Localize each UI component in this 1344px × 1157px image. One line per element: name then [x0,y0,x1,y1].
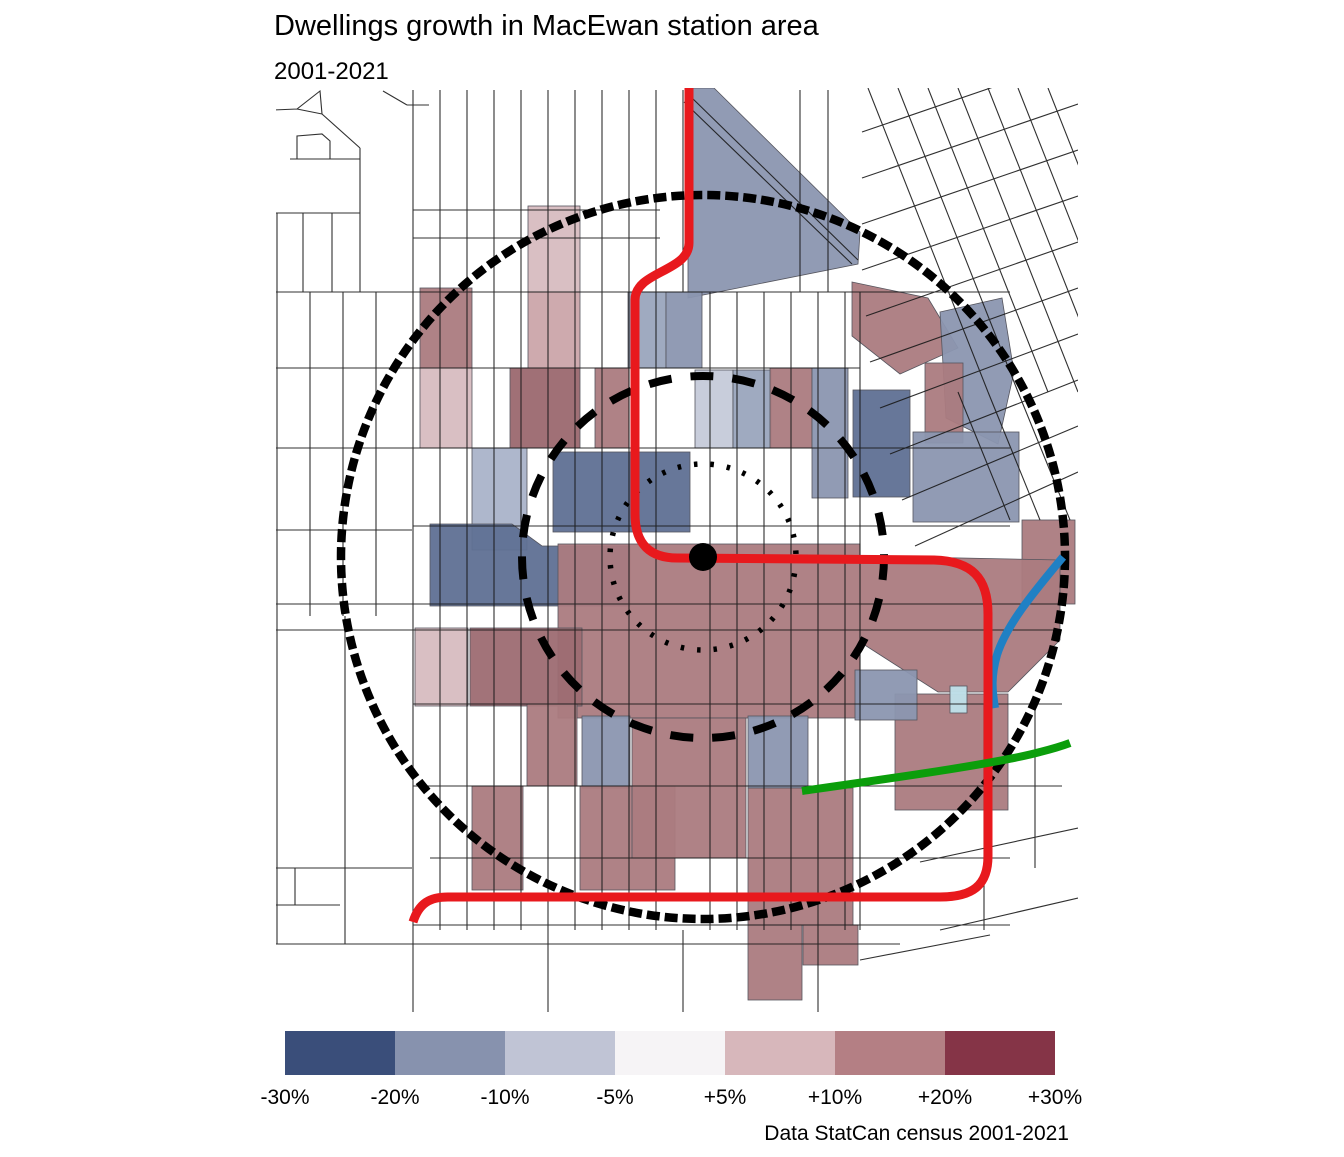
street-line [689,95,859,261]
street-line [987,391,1041,521]
legend-swatch [615,1031,725,1075]
census-block [852,389,911,498]
street-line [865,241,1078,317]
census-block [419,287,473,369]
legend-colorbar [285,1031,1055,1075]
street-line [939,897,1078,931]
legend-swatch [395,1031,505,1075]
census-block [854,669,918,721]
legend-tick-label: +20% [917,1086,973,1109]
legend-swatch [945,1031,1055,1075]
legend-tick-label: -30% [260,1086,310,1109]
census-block [912,431,1020,523]
census-block [665,291,703,369]
street-line [296,133,331,159]
legend-tick-label: -20% [370,1086,420,1109]
street-line [919,827,1078,863]
street-line [1047,88,1078,166]
census-block [509,367,581,449]
legend-tick-label: +5% [703,1086,747,1109]
route-green [801,739,1072,795]
street-line [276,89,323,115]
street-line [957,391,1011,521]
census-block [747,924,803,1001]
street-line [927,88,1049,393]
census-block [594,367,630,449]
legend-tick-label: +10% [807,1086,863,1109]
census-block [949,685,968,714]
walkshed-ring-outer [336,190,1070,924]
street-line [879,333,1078,409]
street-line [987,88,1078,318]
data-source-caption: Data StatCan census 2001-2021 [764,1122,1069,1145]
street-line [861,88,993,133]
route-blue [988,554,1067,709]
legend-tick-labels: -30% -20% -10% -5% +5% +10% +20% +30% [0,1086,1344,1114]
legend-swatch [835,1031,945,1075]
legend-swatch [285,1031,395,1075]
street-line [861,195,1078,271]
legend-swatch [505,1031,615,1075]
street-line [861,103,1078,179]
census-block [924,362,964,444]
census-block [526,703,578,787]
legend-swatch [725,1031,835,1075]
street-line [869,287,1078,363]
census-block [552,451,691,533]
street-line [1017,88,1078,242]
census-block [802,924,859,966]
station-marker [689,543,717,571]
page-title: Dwellings growth in MacEwan station area [274,10,819,42]
street-line [889,379,1078,455]
legend-tick-label: -10% [480,1086,530,1109]
census-block [581,715,631,789]
census-block [687,88,861,299]
census-block [414,627,469,707]
census-block [469,627,583,707]
census-block [694,369,734,449]
lrt-route-red [408,88,993,924]
census-block [527,291,581,369]
street-line [321,113,361,149]
legend-tick-label: +30% [1027,1086,1083,1109]
census-block [811,367,849,499]
street-line [859,934,991,961]
street-line [867,88,989,393]
legend-tick-label: -5% [596,1086,634,1109]
street-line [861,149,1078,225]
street-line [683,101,853,265]
census-block [851,281,959,375]
street-line [914,471,1078,547]
street-line [382,90,408,106]
street-network [276,88,1078,1012]
page-subtitle: 2001-2021 [274,58,389,85]
census-block [557,543,861,719]
census-block [419,367,473,449]
